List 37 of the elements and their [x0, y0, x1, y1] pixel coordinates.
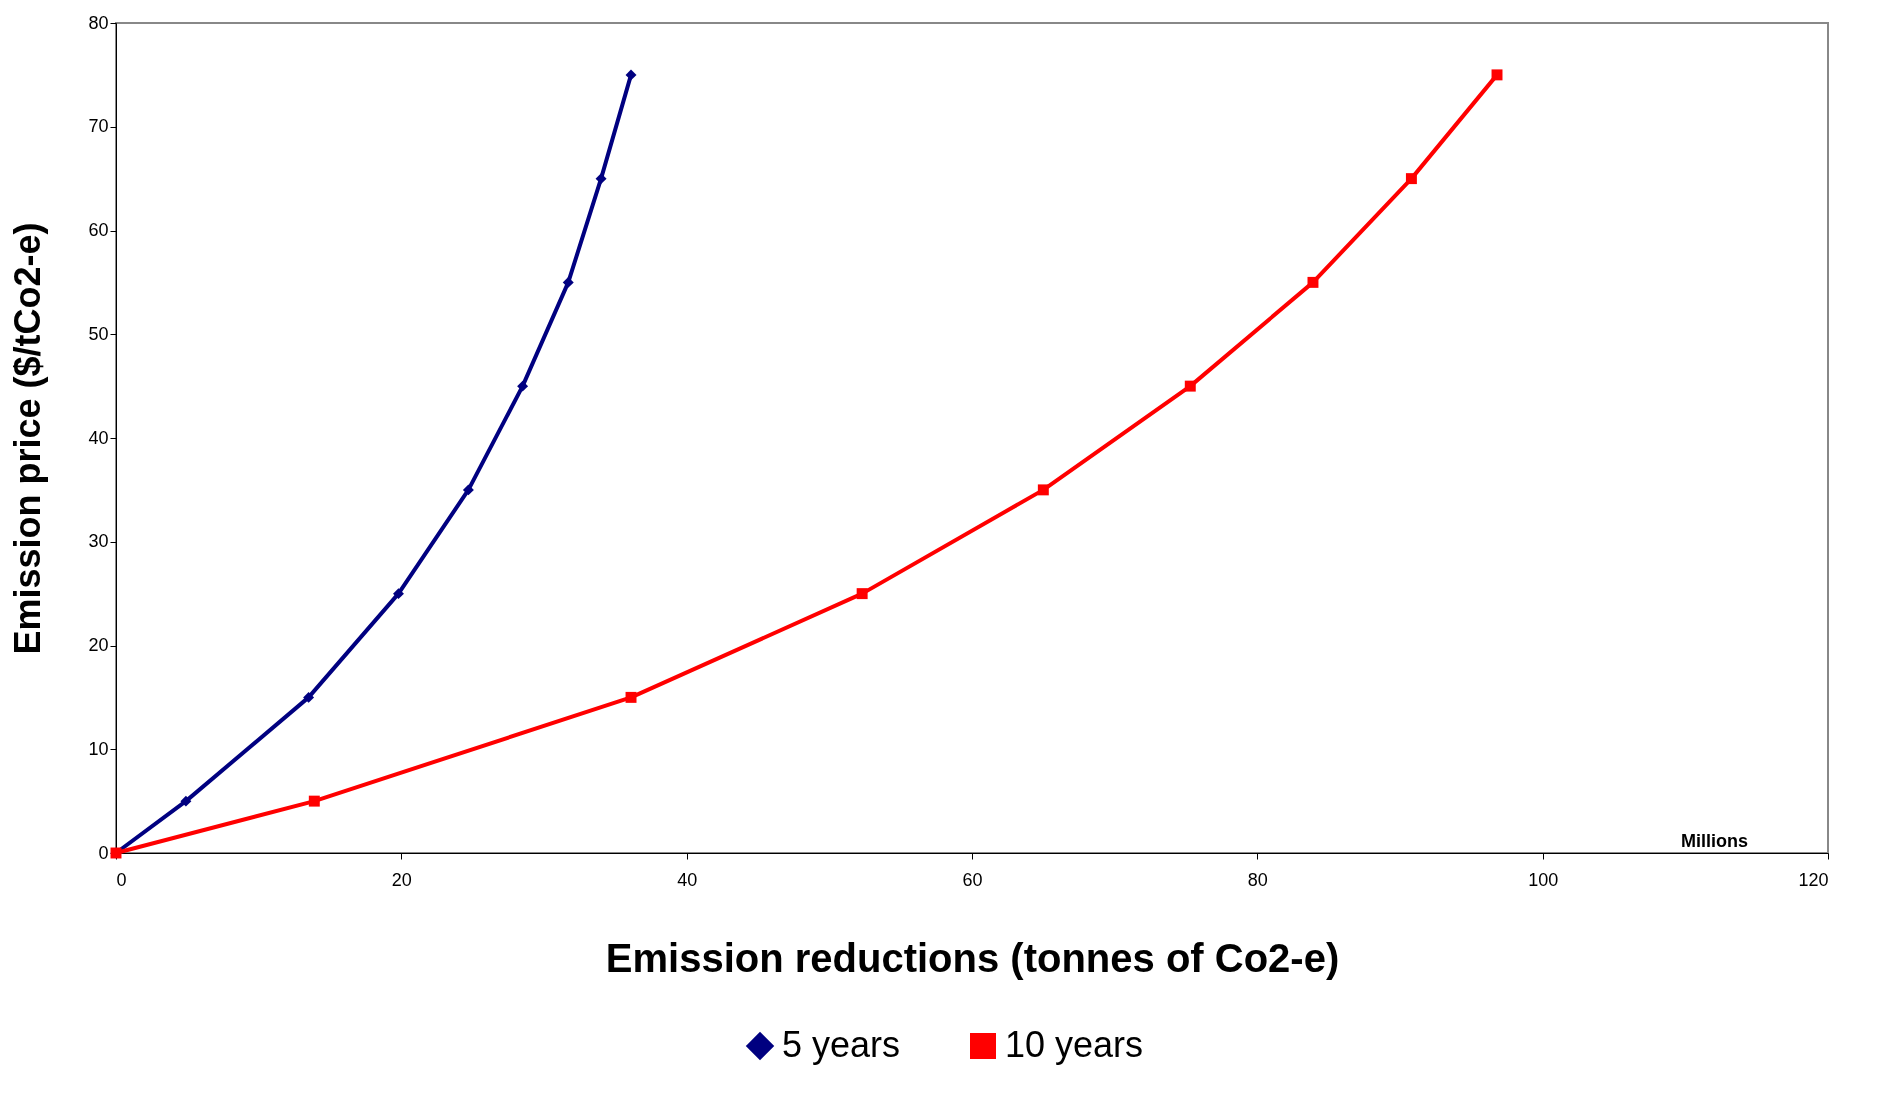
point	[625, 691, 637, 703]
point	[856, 588, 868, 600]
point	[1405, 173, 1417, 185]
x-tick-label: 120	[1798, 869, 1829, 890]
point	[562, 276, 574, 288]
x-tick-label: 40	[677, 869, 698, 890]
point	[180, 795, 192, 807]
x-tick-label: 60	[962, 869, 983, 890]
y-tick-label: 70	[88, 116, 109, 137]
y-tick-label: 40	[88, 427, 109, 448]
y-tick-label: 20	[88, 635, 109, 655]
point	[1184, 380, 1196, 392]
point	[625, 69, 637, 81]
legend-label: 5 years	[782, 1024, 901, 1065]
annotation: Millions	[1681, 831, 1748, 851]
y-tick-label: 80	[88, 12, 109, 33]
point	[462, 484, 474, 496]
y-tick-label: 60	[88, 220, 109, 240]
y-tick-label: 50	[88, 323, 109, 344]
y-tick-label: 0	[98, 842, 109, 863]
point	[1307, 276, 1319, 288]
point	[393, 588, 404, 600]
point	[1037, 484, 1049, 496]
y-tick-label: 10	[88, 738, 109, 759]
legend-label: 10 years	[1005, 1024, 1144, 1065]
y-tick-label: 30	[88, 531, 109, 552]
point	[517, 380, 529, 392]
x-tick-label: 0	[116, 869, 127, 890]
point	[1491, 69, 1503, 81]
x-tick-label: 80	[1247, 869, 1268, 890]
x-axis-title: Emission reductions (tonnes of Co2-e)	[605, 935, 1340, 980]
point	[303, 691, 315, 703]
point	[308, 795, 320, 807]
x-tick-label: 100	[1528, 869, 1559, 890]
x-tick-label: 20	[391, 869, 412, 890]
y-axis-title: Emission price ($/tCo2-e)	[7, 222, 49, 655]
point	[595, 173, 607, 185]
